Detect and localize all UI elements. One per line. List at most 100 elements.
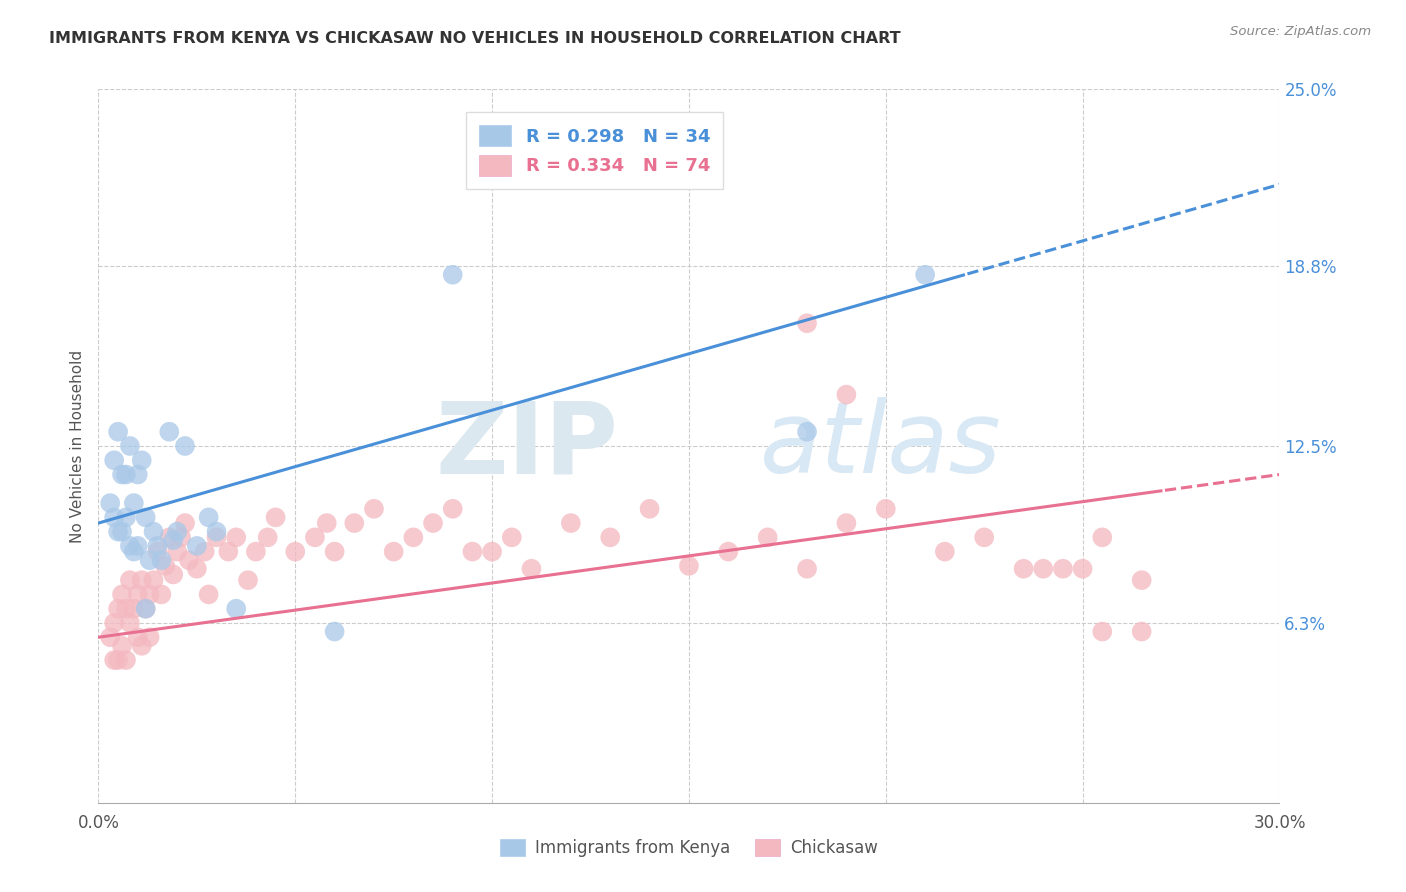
Point (166, 544, 188, 558)
Point (422, 516, 444, 530)
Point (122, 601, 145, 615)
Point (441, 501, 464, 516)
Point (118, 439, 141, 453)
Point (1130, 624, 1153, 639)
Point (1130, 573, 1153, 587)
Point (796, 316, 818, 330)
Text: IMMIGRANTS FROM KENYA VS CHICKASAW NO VEHICLES IN HOUSEHOLD CORRELATION CHART: IMMIGRANTS FROM KENYA VS CHICKASAW NO VE… (49, 31, 901, 46)
Point (127, 467, 149, 482)
Point (98, 496, 121, 510)
Point (835, 516, 858, 530)
Point (103, 615, 125, 630)
Point (315, 516, 337, 530)
Point (638, 501, 661, 516)
Point (146, 539, 169, 553)
Point (111, 524, 134, 539)
Point (142, 524, 165, 539)
Point (194, 544, 217, 558)
Point (914, 268, 936, 282)
Point (382, 544, 405, 558)
Point (1012, 562, 1035, 576)
Point (162, 567, 184, 582)
Point (142, 573, 165, 587)
Point (118, 539, 141, 553)
Point (115, 653, 138, 667)
Text: atlas: atlas (759, 398, 1001, 494)
Y-axis label: No Vehicles in Household: No Vehicles in Household (69, 350, 84, 542)
Point (111, 639, 134, 653)
Point (197, 587, 219, 601)
Point (98, 630, 121, 644)
Point (717, 544, 740, 558)
Point (520, 562, 543, 576)
Point (177, 553, 200, 567)
Point (186, 539, 208, 553)
Point (146, 544, 169, 558)
Point (103, 453, 125, 467)
Text: ZIP: ZIP (436, 398, 619, 494)
Point (131, 453, 153, 467)
Point (1032, 562, 1054, 576)
Point (678, 558, 700, 573)
Point (197, 510, 219, 524)
Point (122, 496, 145, 510)
Point (875, 501, 897, 516)
Point (157, 425, 180, 439)
Point (599, 530, 621, 544)
Point (115, 467, 138, 482)
Point (1071, 562, 1094, 576)
Point (973, 530, 995, 544)
Point (245, 544, 267, 558)
Point (103, 510, 125, 524)
Point (304, 530, 326, 544)
Point (107, 524, 129, 539)
Point (461, 544, 484, 558)
Point (111, 467, 134, 482)
Point (166, 524, 188, 539)
Point (150, 587, 173, 601)
Point (127, 587, 149, 601)
Text: Source: ZipAtlas.com: Source: ZipAtlas.com (1230, 25, 1371, 38)
Point (131, 639, 153, 653)
Point (127, 630, 149, 644)
Point (264, 510, 287, 524)
Point (217, 544, 239, 558)
Point (135, 601, 157, 615)
Point (115, 510, 138, 524)
Point (501, 530, 523, 544)
Point (343, 516, 366, 530)
Point (186, 562, 208, 576)
Point (162, 533, 184, 548)
Point (796, 562, 818, 576)
Point (131, 573, 153, 587)
Point (402, 530, 425, 544)
Point (205, 524, 228, 539)
Point (835, 387, 858, 401)
Point (138, 587, 160, 601)
Point (138, 553, 160, 567)
Point (107, 653, 129, 667)
Point (138, 630, 160, 644)
Point (481, 544, 503, 558)
Point (225, 530, 247, 544)
Point (157, 530, 180, 544)
Point (225, 601, 247, 615)
Point (363, 501, 385, 516)
Point (441, 268, 464, 282)
Point (256, 530, 278, 544)
Point (560, 516, 582, 530)
Point (122, 544, 145, 558)
Point (170, 530, 193, 544)
Point (284, 544, 307, 558)
Point (127, 539, 149, 553)
Legend: R = 0.298   N = 34, R = 0.334   N = 74: R = 0.298 N = 34, R = 0.334 N = 74 (467, 112, 723, 188)
Point (1091, 624, 1114, 639)
Point (135, 601, 157, 615)
Point (107, 425, 129, 439)
Point (118, 573, 141, 587)
Point (107, 601, 129, 615)
Point (174, 516, 197, 530)
Point (155, 558, 177, 573)
Point (150, 553, 173, 567)
Point (1091, 530, 1114, 544)
